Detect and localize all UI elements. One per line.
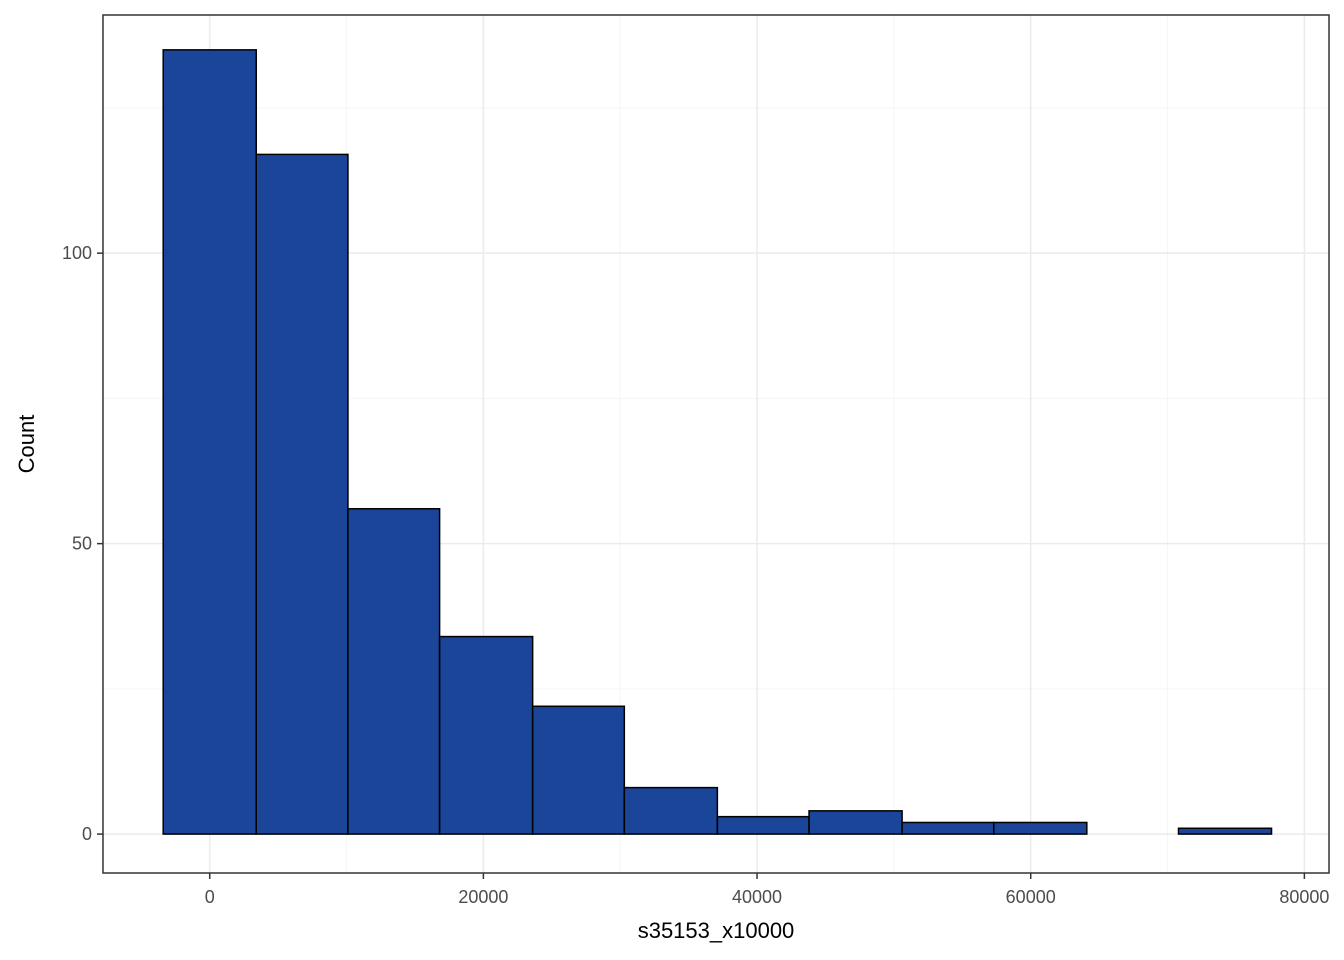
x-axis-ticks: 0 20000 40000 60000 80000 <box>205 873 1329 907</box>
histogram-bar <box>347 508 441 835</box>
histogram-bar <box>901 821 995 835</box>
x-tick-label: 80000 <box>1279 887 1329 907</box>
y-tick-label: 50 <box>72 534 92 554</box>
histogram-bar <box>162 49 257 835</box>
x-tick-label: 20000 <box>458 887 508 907</box>
y-tick-label: 100 <box>62 243 92 263</box>
x-tick-label: 60000 <box>1006 887 1056 907</box>
histogram-bar <box>716 815 810 835</box>
histogram-bar <box>623 786 719 835</box>
histogram-bar <box>255 153 349 835</box>
histogram-bar <box>438 635 534 835</box>
x-axis-title: s35153_x10000 <box>638 918 795 943</box>
x-tick-label: 40000 <box>732 887 782 907</box>
histogram-bar <box>531 705 626 835</box>
x-tick-label: 0 <box>205 887 215 907</box>
y-axis-ticks: 0 50 100 <box>62 243 103 844</box>
y-tick-label: 0 <box>82 824 92 844</box>
histogram-bar <box>993 821 1088 835</box>
panel-border <box>102 14 1330 874</box>
histogram-bar <box>808 810 903 835</box>
histogram-bar <box>1177 827 1273 835</box>
y-axis-title: Count <box>14 415 39 474</box>
histogram-bars <box>162 49 1273 835</box>
